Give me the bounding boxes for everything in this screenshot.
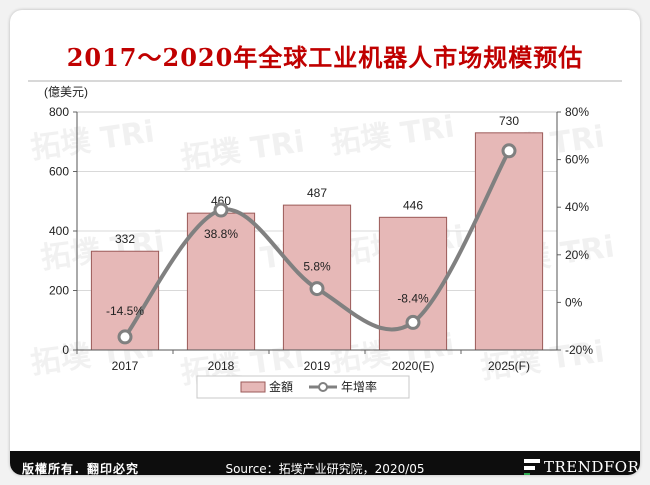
y2-tick-label: 20%: [565, 248, 589, 262]
bar-value-label: 332: [115, 232, 135, 246]
growth-rate-point: [405, 314, 421, 330]
x-tick-label: 2017: [112, 359, 139, 373]
source-note: Source：拓墣产业研究院，2020/05: [225, 462, 425, 475]
x-tick-label: 2018: [208, 359, 235, 373]
legend-line-marker: [318, 382, 328, 392]
bar-value-label: 487: [307, 186, 327, 200]
y2-tick-label: -20%: [565, 343, 593, 357]
growth-rate-point: [309, 281, 325, 297]
growth-rate-point: [117, 329, 133, 345]
y-tick-label: 800: [49, 105, 69, 119]
y-tick-label: 600: [49, 165, 69, 179]
line-series: -14.5% 38.8% 5.8% -8.4%: [106, 143, 517, 345]
bar: [186, 212, 256, 351]
growth-rate-label: 38.8%: [204, 227, 238, 241]
growth-rate-point: [501, 143, 517, 159]
x-tick-label: 2025(F): [488, 359, 530, 373]
bar: [474, 132, 544, 351]
y-tick-label: 200: [49, 284, 69, 298]
y2-tick-label: 80%: [565, 105, 589, 119]
y2-tick-label: 0%: [565, 295, 583, 309]
growth-rate-label: -8.4%: [397, 291, 429, 305]
growth-rate-label: 5.8%: [303, 260, 331, 274]
axes: 0 200 400 600 800 -20% 0% 20% 40% 60% 80% 2017 2018 2…: [49, 105, 593, 373]
x-tick-label: 2020(E): [392, 359, 435, 373]
x-tick-label: 2019: [304, 359, 331, 373]
chart-title: 2017～2020年全球工业机器人市场规模预估: [66, 43, 584, 72]
footer-bar: 版權所有．翻印必究 Source：拓墣产业研究院，2020/05 TRENDFO…: [10, 451, 640, 475]
growth-rate-point: [213, 202, 229, 218]
brand-name: TRENDFORCE: [544, 458, 640, 475]
legend-bar-swatch: [240, 381, 266, 393]
legend: 金額 年增率: [196, 375, 410, 399]
bar-value-label: 730: [499, 114, 519, 128]
bar-value-label: 446: [403, 198, 423, 212]
legend-box: [196, 375, 410, 399]
bar: [282, 204, 352, 351]
legend-bar-label: 金額: [269, 379, 293, 394]
growth-rate-label: -14.5%: [106, 304, 144, 318]
y-tick-label: 0: [62, 343, 69, 357]
legend-line-label: 年增率: [341, 379, 377, 394]
y-axis-unit-label: (億美元): [44, 85, 88, 99]
trendforce-logo-icon: [524, 459, 540, 475]
y-tick-label: 400: [49, 224, 69, 238]
y2-tick-label: 60%: [565, 153, 589, 167]
copyright-notice: 版權所有．翻印必究: [22, 462, 140, 475]
title-divider: [28, 80, 622, 82]
y2-tick-label: 40%: [565, 200, 589, 214]
